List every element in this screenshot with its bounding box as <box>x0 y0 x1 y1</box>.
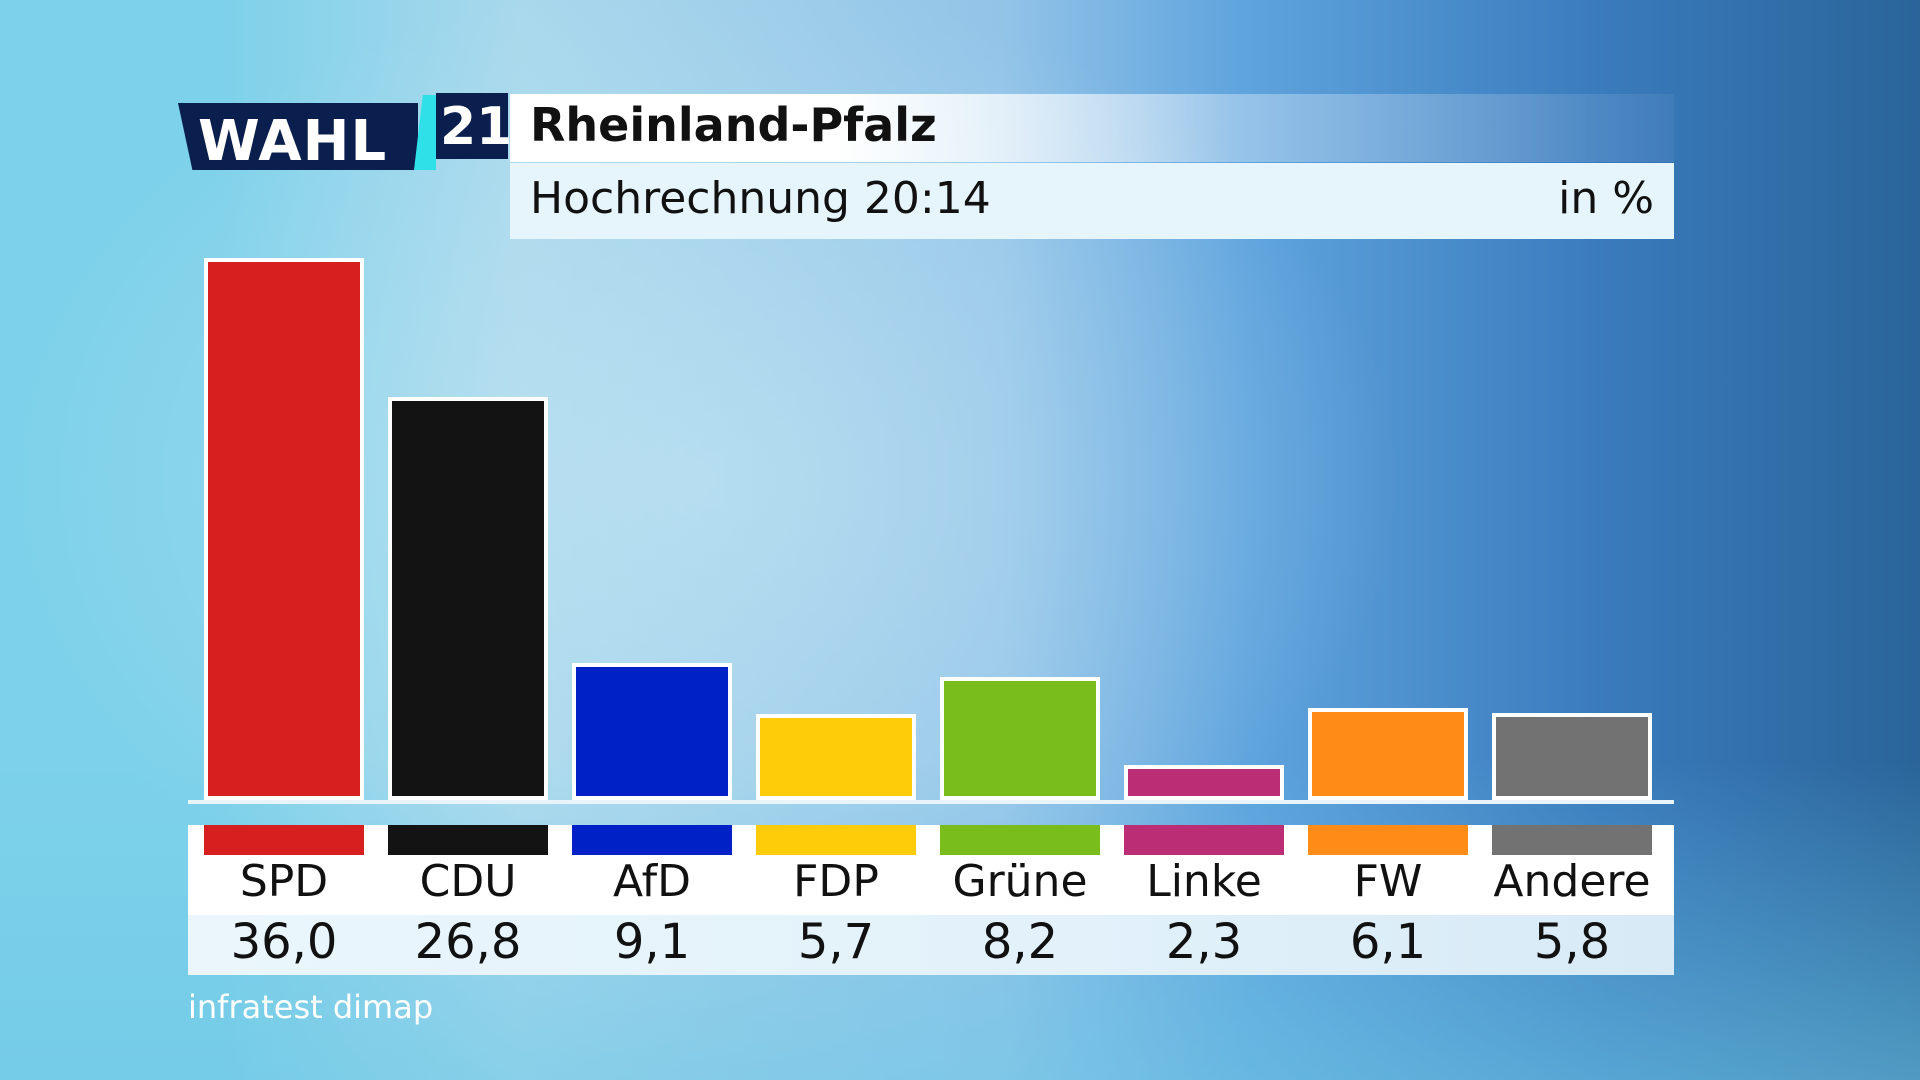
wahl-logo: WAHL <box>178 103 418 170</box>
category-label-spd: SPD <box>239 856 329 907</box>
subtitle-bar: Hochrechnung 20:14 in % <box>510 163 1674 239</box>
value-label-spd: 36,0 <box>230 914 338 970</box>
source-credit: infratest dimap <box>188 988 434 1026</box>
legend-swatch-spd <box>204 825 364 855</box>
wahl-logo-text: WAHL <box>198 109 388 174</box>
value-row <box>188 915 1674 975</box>
value-label-grüne: 8,2 <box>981 914 1059 970</box>
category-label-andere: Andere <box>1493 856 1651 907</box>
chart-title: Rheinland-Pfalz <box>530 98 937 152</box>
value-label-cdu: 26,8 <box>414 914 522 970</box>
year-logo: 21 <box>436 93 512 159</box>
legend-swatch-cdu <box>388 825 548 855</box>
bar-andere <box>1492 712 1652 800</box>
value-label-andere: 5,8 <box>1533 914 1611 970</box>
legend-swatch-fw <box>1308 825 1468 855</box>
category-label-fw: FW <box>1353 856 1423 907</box>
value-label-fdp: 5,7 <box>797 914 875 970</box>
legend-swatch-fdp <box>756 825 916 855</box>
bar-afd <box>572 662 732 800</box>
category-label-cdu: CDU <box>419 856 517 907</box>
category-label-linke: Linke <box>1146 856 1262 907</box>
category-label-grüne: Grüne <box>952 856 1088 907</box>
title-bar: Rheinland-Pfalz <box>510 94 1674 162</box>
bar-spd <box>204 258 364 800</box>
value-label-linke: 2,3 <box>1165 914 1243 970</box>
unit-label: in % <box>1558 173 1654 224</box>
chart-subtitle: Hochrechnung 20:14 <box>530 173 991 224</box>
value-label-afd: 9,1 <box>613 914 691 970</box>
value-label-fw: 6,1 <box>1349 914 1427 970</box>
bar-fdp <box>756 714 916 800</box>
bar-fw <box>1308 708 1468 800</box>
legend-swatch-grüne <box>940 825 1100 855</box>
bar-cdu <box>388 396 548 800</box>
plot-baseline <box>188 800 1674 804</box>
legend-swatch-afd <box>572 825 732 855</box>
legend-swatch-linke <box>1124 825 1284 855</box>
bar-grüne <box>940 676 1100 800</box>
year-logo-text: 21 <box>440 97 513 157</box>
bar-linke <box>1124 765 1284 800</box>
category-label-afd: AfD <box>613 856 691 907</box>
legend-swatch-andere <box>1492 825 1652 855</box>
category-label-fdp: FDP <box>793 856 879 907</box>
